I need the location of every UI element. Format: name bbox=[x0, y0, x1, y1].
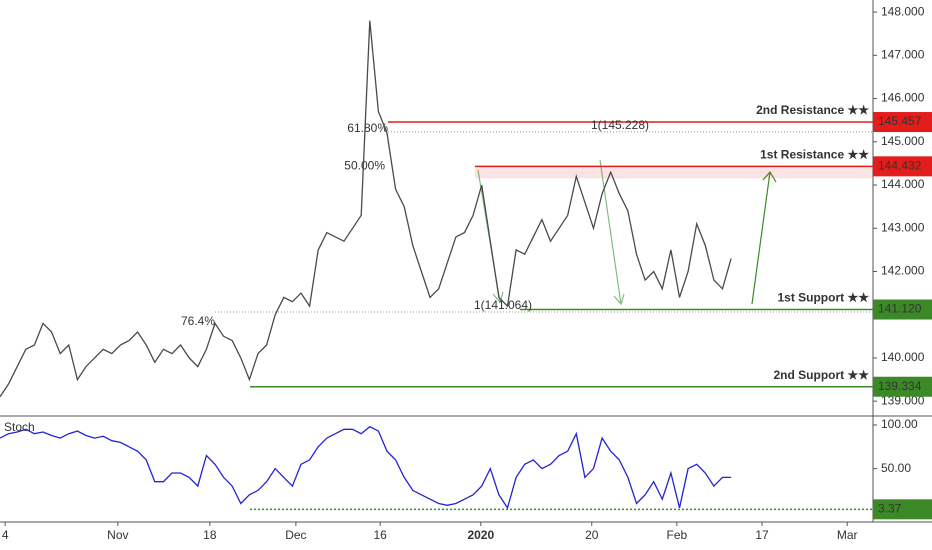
series-line bbox=[0, 20, 732, 398]
x-tick-label: 16 bbox=[373, 528, 387, 542]
fib-label: 61.80% bbox=[347, 121, 388, 135]
y-tick-label: 145.000 bbox=[881, 134, 925, 148]
y-tick-label: 144.000 bbox=[881, 177, 925, 191]
y-tick-label: 146.000 bbox=[881, 91, 925, 105]
level-label: 1st Resistance ★★ bbox=[760, 148, 869, 162]
series-line bbox=[0, 425, 732, 510]
level-label: 1st Support ★★ bbox=[777, 291, 869, 305]
x-tick-label: 20 bbox=[585, 528, 599, 542]
fib-label: 76.4% bbox=[181, 314, 215, 328]
x-tick-label: Feb bbox=[667, 528, 688, 542]
y-tick-label: 142.000 bbox=[881, 264, 925, 278]
arrow-up bbox=[751, 170, 777, 305]
level-label: 2nd Resistance ★★ bbox=[756, 103, 869, 117]
price-tag-label: 145.457 bbox=[878, 114, 922, 128]
y-tick-label: 148.000 bbox=[881, 4, 925, 18]
price-tag-label: 139.334 bbox=[878, 379, 922, 393]
y-tick-label: 139.000 bbox=[881, 393, 925, 407]
y-tick-label: 147.000 bbox=[881, 48, 925, 62]
price-tag bbox=[873, 499, 932, 520]
projection-label: 1(141.064) bbox=[474, 298, 532, 312]
x-tick-label: 18 bbox=[203, 528, 217, 542]
price-tag-label: 3.37 bbox=[878, 502, 902, 516]
y-tick-label: 140.000 bbox=[881, 350, 925, 364]
x-tick-label: Dec bbox=[285, 528, 306, 542]
price-tag bbox=[873, 376, 932, 397]
y-tick-label: 50.00 bbox=[881, 461, 911, 475]
fib-label: 50.00% bbox=[344, 159, 385, 173]
x-tick-label: 2020 bbox=[467, 528, 494, 542]
price-tag-label: 141.120 bbox=[878, 302, 922, 316]
x-tick-label: 17 bbox=[755, 528, 769, 542]
price-tag bbox=[873, 299, 932, 320]
price-tag bbox=[873, 156, 932, 177]
x-tick-label: Nov bbox=[107, 528, 128, 542]
price-tag-label: 144.432 bbox=[878, 159, 922, 173]
arrow-down bbox=[599, 159, 625, 306]
x-tick-label: 4 bbox=[2, 528, 9, 542]
price-tag bbox=[873, 112, 932, 133]
pane-title: Stoch bbox=[4, 420, 35, 434]
x-tick-label: Mar bbox=[837, 528, 858, 542]
level-label: 2nd Support ★★ bbox=[773, 368, 869, 382]
y-tick-label: 143.000 bbox=[881, 220, 925, 234]
projection-label: 1(145.228) bbox=[591, 118, 649, 132]
y-tick-label: 100.00 bbox=[881, 417, 918, 431]
resistance-zone bbox=[475, 166, 873, 179]
